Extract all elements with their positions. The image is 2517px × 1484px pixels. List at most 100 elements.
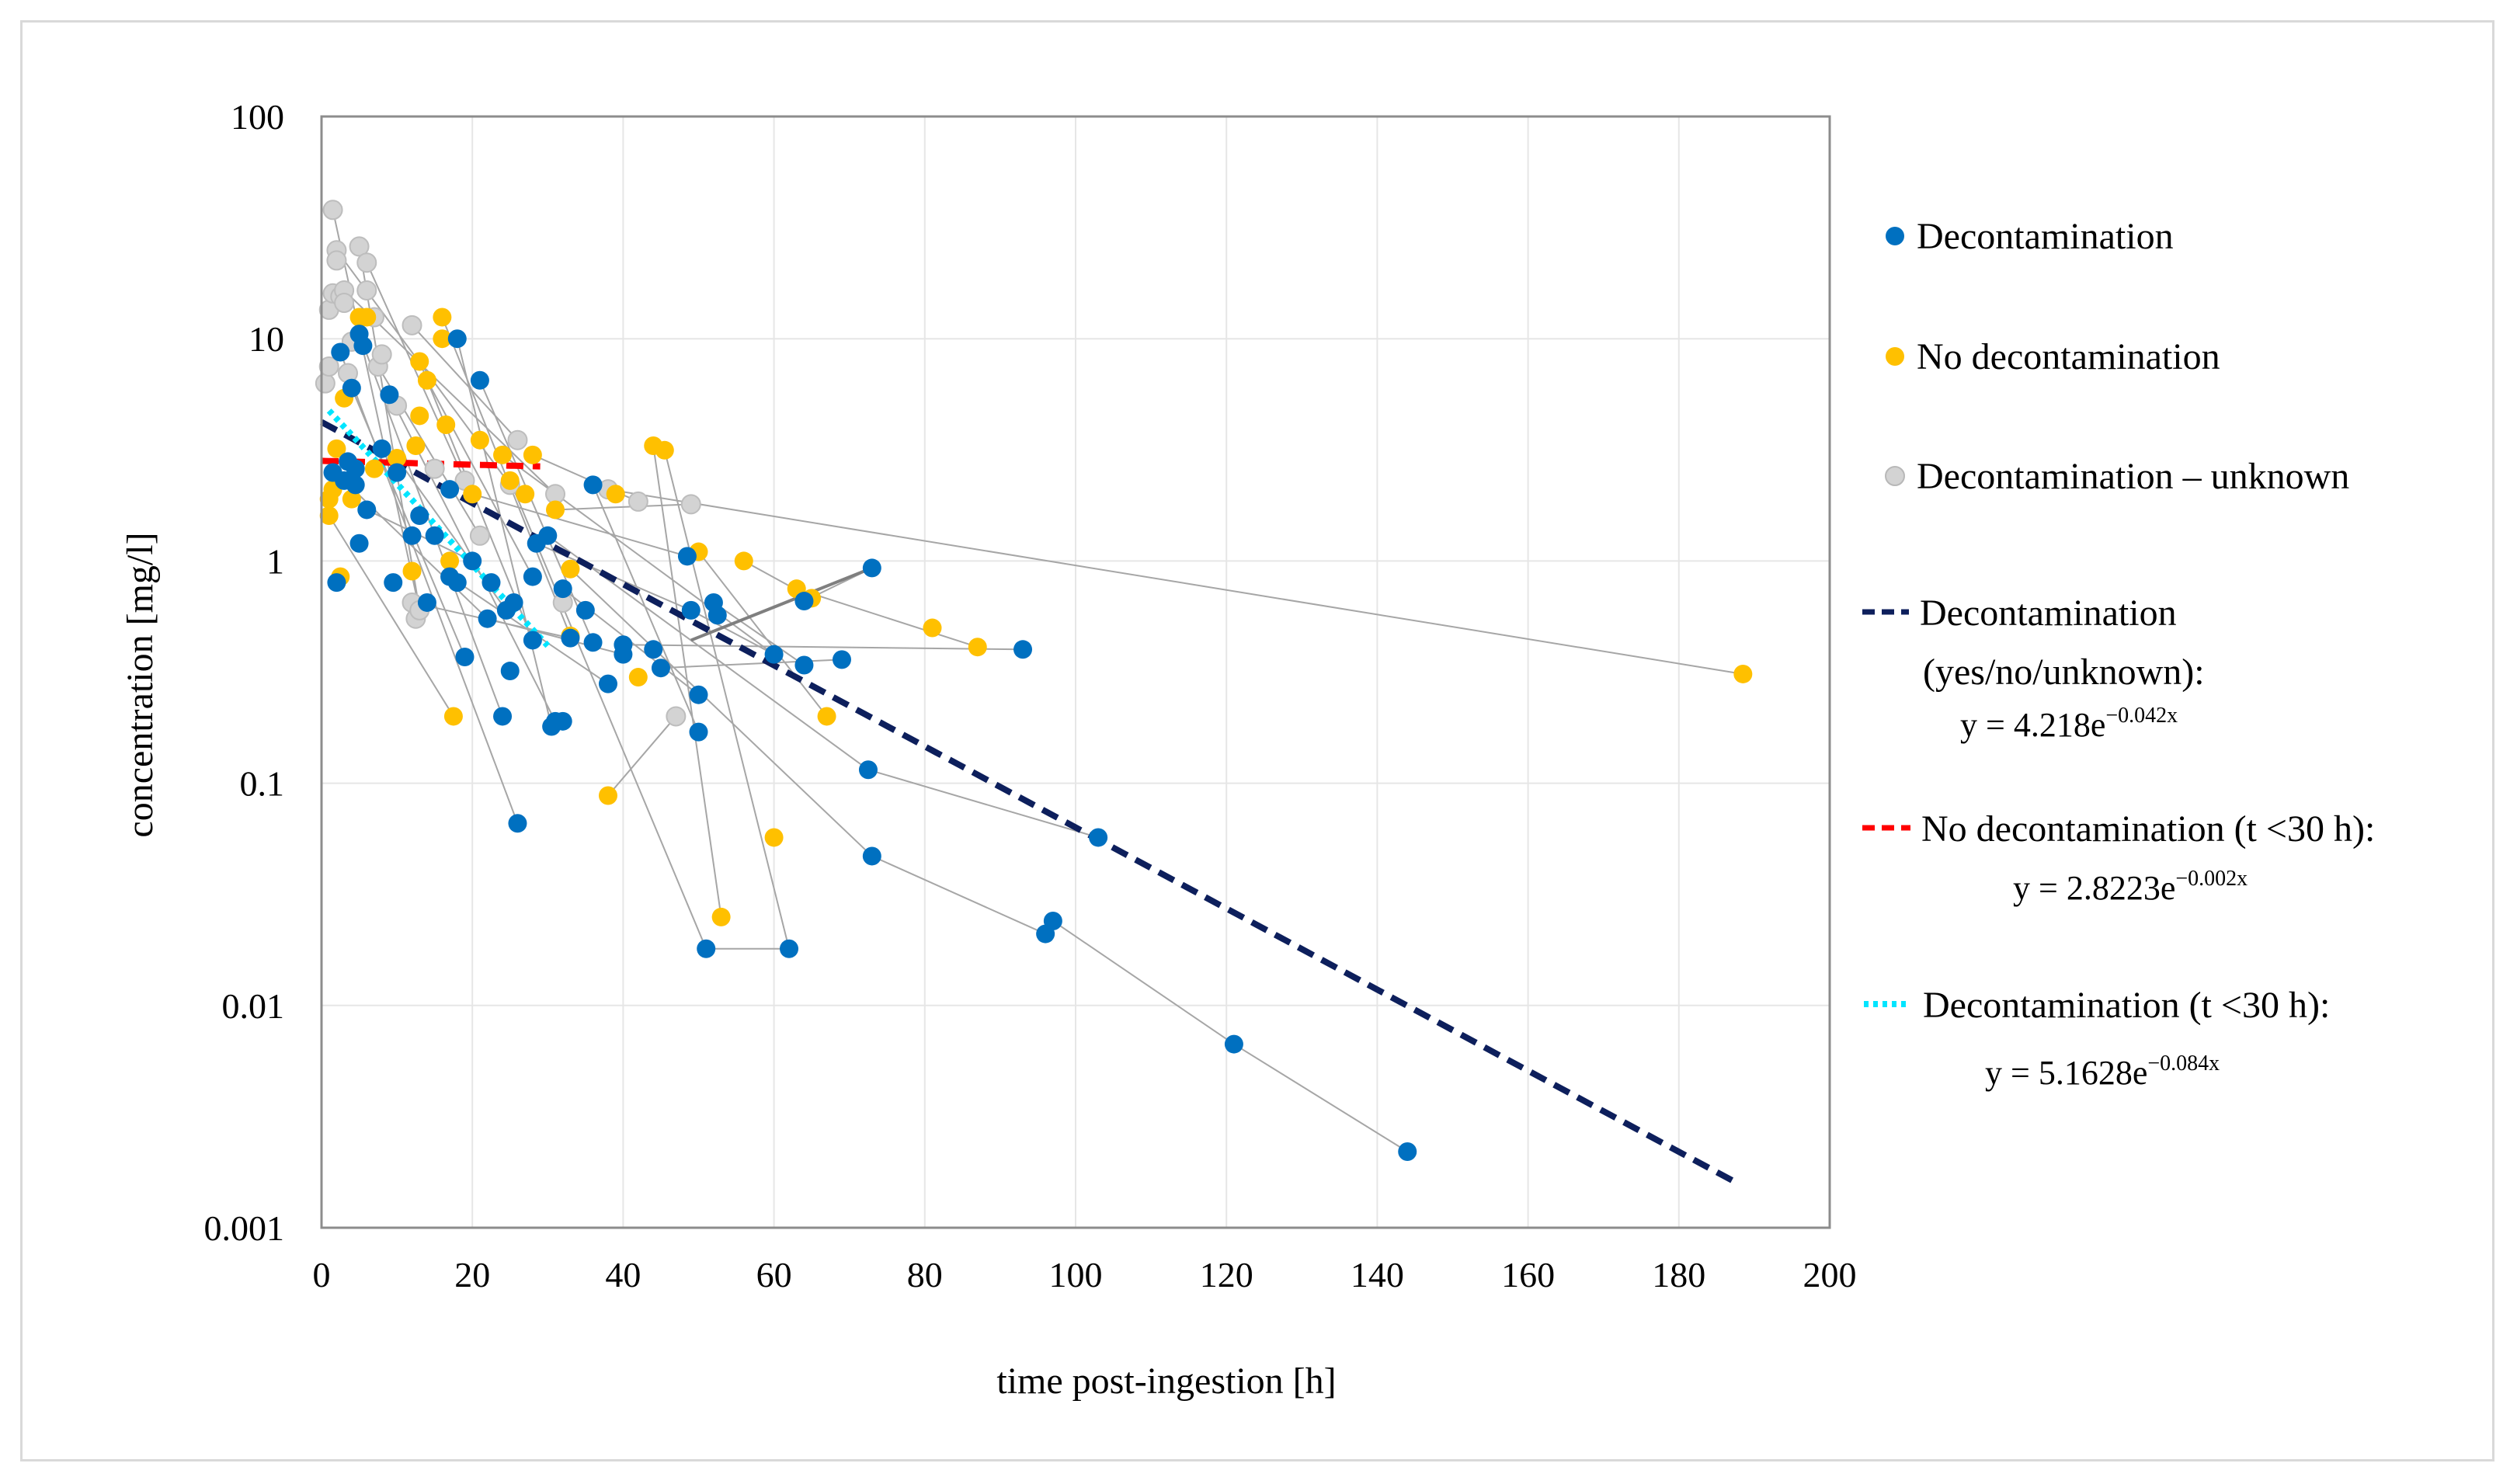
connector-line [713,602,805,666]
legend-label-overall-trend: Decontamination [1920,593,2177,634]
data-point-series-0 [440,480,460,499]
data-point-series-1 [711,907,731,926]
connector-line [690,610,775,655]
data-point-series-0 [478,609,497,628]
data-point-series-2 [507,429,528,450]
data-point-series-1 [968,638,987,657]
connector-line [1233,1043,1408,1152]
legend-label-no-decontamination: No decontamination [1917,336,2220,377]
data-point-series-0 [780,939,799,958]
data-point-series-0 [380,385,399,405]
equation-exponent: −0.042x [2105,704,2178,728]
data-point-series-0 [402,526,422,545]
data-point-series-1 [500,471,520,490]
connector-line [339,352,519,824]
data-point-series-1 [433,308,452,327]
equation-base: y = 4.218e [1960,706,2105,744]
data-point-series-1 [319,506,339,525]
data-point-series-0 [508,814,527,833]
x-tick-label: 0 [313,1255,331,1295]
data-point-series-1 [440,551,460,571]
x-tick-label: 140 [1351,1255,1404,1295]
x-axis-label: time post-ingestion [h] [996,1361,1336,1402]
data-point-series-1 [598,786,617,805]
legend-equation-overall: y = 4.218e−0.042x [1960,704,2178,744]
data-point-series-1 [817,707,836,726]
data-point-series-1 [433,329,452,349]
data-point-series-0 [862,558,881,578]
data-point-series-0 [583,475,603,495]
data-point-series-2 [349,236,370,257]
y-tick-label: 0.1 [240,764,285,804]
y-tick-label: 1 [266,541,284,581]
x-tick-label: 100 [1049,1255,1103,1295]
connector-line [555,503,691,511]
data-point-series-0 [500,662,520,681]
data-point-series-1 [655,440,674,460]
data-point-series-2 [628,491,648,512]
y-tick-label: 0.001 [204,1208,285,1248]
equation-exponent: −0.002x [2175,867,2248,891]
x-tick-label: 20 [454,1255,490,1295]
data-point-series-1 [923,618,942,638]
data-point-series-0 [538,526,558,545]
connector-line [547,534,869,771]
y-tick-label: 10 [249,319,284,359]
legend-label-overall-trend-line2: (yes/no/unknown): [1923,652,2205,693]
data-point-series-0 [689,722,708,742]
data-point-series-0 [349,533,369,553]
data-point-series-2 [402,315,422,335]
data-point-series-2 [326,250,347,271]
data-point-series-0 [384,573,403,593]
data-point-series-0 [677,547,697,566]
connector-line [660,659,843,669]
data-point-series-0 [858,760,878,780]
data-point-series-0 [1398,1142,1417,1161]
data-point-series-1 [406,436,426,456]
data-point-series-2 [356,252,377,273]
data-point-series-0 [353,336,373,356]
x-axis-ticks: 0 20 40 60 80 100 120 140 160 180 200 [313,1255,1857,1295]
equation-base: y = 2.8223e [2013,869,2175,907]
data-points [315,200,1753,1161]
data-point-series-0 [523,567,542,586]
connector-line [697,551,828,718]
data-point-series-0 [575,600,595,620]
data-point-series-1 [402,561,422,581]
data-point-series-0 [614,645,633,664]
data-point-series-2 [371,344,392,365]
connector-line [328,515,454,717]
data-point-series-0 [553,579,572,599]
connector-line [607,488,1743,675]
data-point-series-0 [342,378,361,398]
data-point-series-0 [346,459,365,478]
trendlines [320,408,1741,1187]
data-point-series-0 [463,551,482,571]
connector-line [652,445,722,918]
connector-line-bold [690,566,873,642]
data-point-series-0 [447,329,467,349]
data-point-series-0 [1224,1034,1243,1054]
data-point-series-0 [561,628,580,648]
y-axis-ticks: 100 10 1 0.1 0.01 0.001 [204,97,285,1248]
data-point-series-1 [463,485,482,504]
data-point-series-0 [470,370,489,390]
y-tick-label: 0.01 [222,986,285,1026]
connector-line [358,246,421,611]
data-point-series-0 [598,674,617,693]
data-point-series-0 [481,573,501,593]
data-point-series-2 [322,200,343,221]
data-point-series-0 [832,650,851,669]
grid-lines [322,116,1830,1229]
data-point-series-0 [504,593,523,612]
data-point-series-1 [443,707,463,726]
data-point-series-0 [681,600,701,620]
data-point-series-1 [436,415,456,435]
legend-equation-decon: y = 5.1628e−0.084x [1985,1051,2220,1092]
connector-line [411,325,519,441]
connector-line [471,493,688,558]
data-point-series-2 [334,293,355,314]
x-tick-label: 80 [907,1255,943,1295]
data-point-series-0 [357,500,377,520]
